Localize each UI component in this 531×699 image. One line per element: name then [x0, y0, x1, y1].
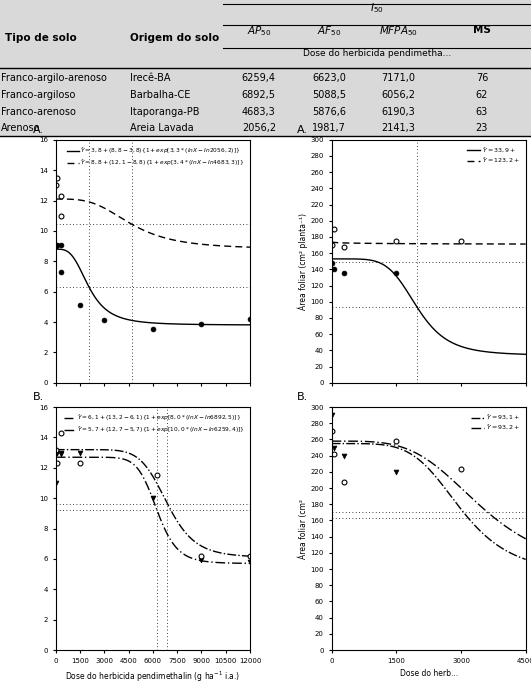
Text: $AP_{50}$: $AP_{50}$	[246, 24, 271, 38]
Text: 6190,3: 6190,3	[381, 107, 415, 117]
Text: Irecê-BA: Irecê-BA	[130, 73, 170, 82]
Text: Areia Lavada: Areia Lavada	[130, 123, 194, 133]
Text: 1981,7: 1981,7	[312, 123, 346, 133]
Text: 76: 76	[476, 73, 488, 82]
Text: Franco-argilo-arenoso: Franco-argilo-arenoso	[1, 73, 107, 82]
Text: 23: 23	[476, 123, 488, 133]
Text: B.: B.	[296, 392, 308, 402]
Text: Barbalha-CE: Barbalha-CE	[130, 90, 191, 101]
Text: 5876,6: 5876,6	[312, 107, 346, 117]
Text: A.: A.	[296, 125, 307, 135]
Text: Tipo de solo: Tipo de solo	[5, 33, 77, 43]
X-axis label: Dose do herb...: Dose do herb...	[399, 669, 458, 678]
Text: MS: MS	[473, 24, 491, 34]
Text: Arenoso: Arenoso	[1, 123, 40, 133]
Text: 6623,0: 6623,0	[312, 73, 346, 82]
Text: 2056,2: 2056,2	[242, 123, 276, 133]
X-axis label: Dose do herbicida pendimethalin (g ha$^{-1}$ i.a.): Dose do herbicida pendimethalin (g ha$^{…	[65, 669, 241, 684]
Legend: $\hat{Y}=33,9+$, $\hat{Y}=123,2+$: $\hat{Y}=33,9+$, $\hat{Y}=123,2+$	[465, 143, 523, 168]
Text: 4683,3: 4683,3	[242, 107, 276, 117]
Text: B.: B.	[32, 392, 44, 402]
Text: 6892,5: 6892,5	[242, 90, 276, 101]
Text: Franco-arenoso: Franco-arenoso	[1, 107, 76, 117]
Text: Origem do solo: Origem do solo	[130, 33, 219, 43]
Text: Franco-argiloso: Franco-argiloso	[1, 90, 75, 101]
Text: 6056,2: 6056,2	[381, 90, 415, 101]
Text: $I_{50}$: $I_{50}$	[370, 1, 384, 15]
Y-axis label: Área foliar (cm²: Área foliar (cm²	[298, 498, 307, 559]
Text: 2141,3: 2141,3	[381, 123, 415, 133]
Legend: $\hat{Y}=6,1+(13,2-6,1)\{1+exp[8,0*(InX-In6892,5)]\}$, $\hat{Y}=5,7+(12,7-5,7)\{: $\hat{Y}=6,1+(13,2-6,1)\{1+exp[8,0*(InX-…	[61, 410, 247, 438]
Text: 7171,0: 7171,0	[381, 73, 415, 82]
Legend: $\hat{Y}=3,8+(8,8-3,8)\{1+exp[3,3*(InX-In2056,2)]\}$, $\hat{Y}=8,8+(12,1-8,8)\{1: $\hat{Y}=3,8+(8,8-3,8)\{1+exp[3,3*(InX-I…	[65, 143, 247, 170]
Text: Itaporanga-PB: Itaporanga-PB	[130, 107, 200, 117]
Text: 5088,5: 5088,5	[312, 90, 346, 101]
Text: $MFPA_{50}$: $MFPA_{50}$	[379, 24, 418, 38]
Text: 62: 62	[476, 90, 488, 101]
Legend: $\hat{Y}=93,1+$, $\hat{Y}=93,2+$: $\hat{Y}=93,1+$, $\hat{Y}=93,2+$	[469, 410, 523, 435]
Text: A.: A.	[32, 125, 44, 135]
Text: 6259,4: 6259,4	[242, 73, 276, 82]
Text: $AF_{50}$: $AF_{50}$	[317, 24, 341, 38]
Text: 63: 63	[476, 107, 488, 117]
Text: Dose do herbicida pendimetha...: Dose do herbicida pendimetha...	[303, 49, 451, 58]
Y-axis label: Área foliar (cm² planta⁻¹): Área foliar (cm² planta⁻¹)	[297, 212, 307, 310]
